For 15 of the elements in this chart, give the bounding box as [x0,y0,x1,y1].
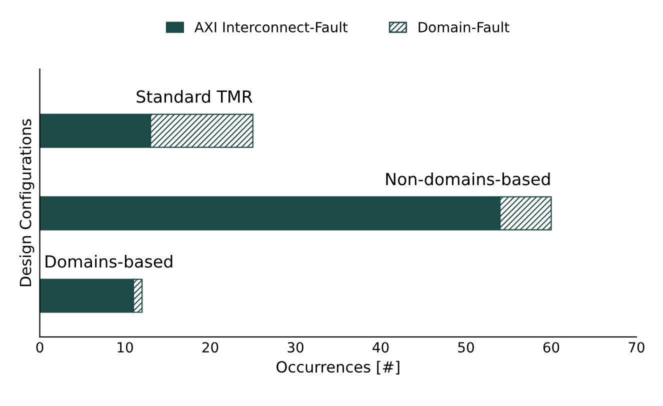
legend-label: Domain-Fault [418,22,510,32]
x-tick-label: 20 [202,342,218,353]
y-axis-title: Design Configurations [19,119,34,286]
x-tick-label: 0 [36,342,44,353]
x-axis-title: Occurrences [#] [276,360,400,374]
x-tick-label: 50 [458,342,474,353]
x-tick-label: 40 [372,342,389,353]
y-tick-label: Non-domains-based [386,172,550,186]
y-tick-label: Domains-based [46,254,172,268]
x-tick-label: 10 [118,342,133,353]
y-tick-label: Standard TMR [136,90,252,103]
x-tick-label: 60 [543,342,560,353]
legend-label: AXI Interconnect-Fault [194,22,348,32]
x-tick-label: 30 [288,342,304,353]
x-tick-label: 70 [628,342,644,353]
